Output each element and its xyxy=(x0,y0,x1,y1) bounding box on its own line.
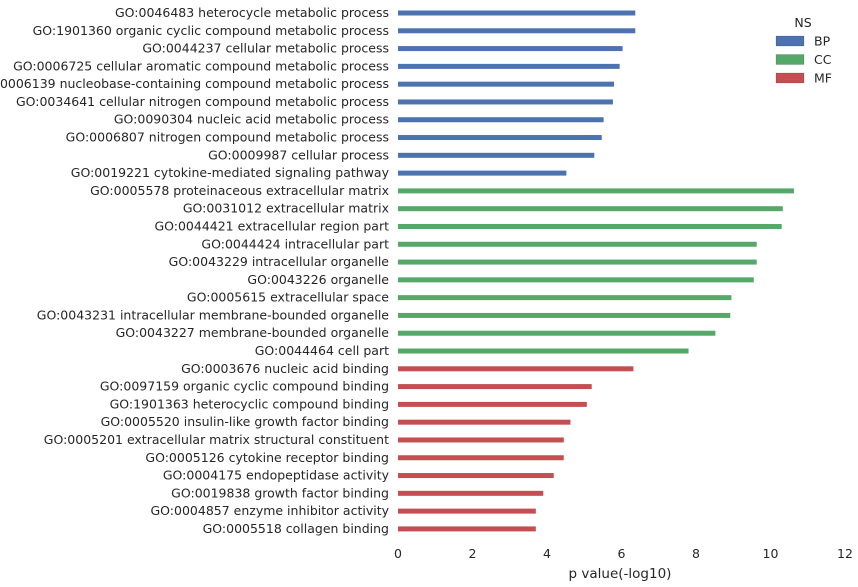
category-label: GO:0004857 enzyme inhibitor activity xyxy=(150,503,389,518)
category-label: GO:0005126 cytokine receptor binding xyxy=(145,450,389,465)
bar-mf xyxy=(398,526,536,532)
legend-label-mf: MF xyxy=(814,71,832,86)
category-label: GO:0044424 intracellular part xyxy=(201,236,389,251)
category-label: GO:0043227 membrane-bounded organelle xyxy=(116,325,390,340)
bar-mf xyxy=(398,384,592,390)
bar-bp xyxy=(398,99,613,105)
category-label: GO:0006725 cellular aromatic compound me… xyxy=(13,58,389,73)
bar-bp xyxy=(398,28,636,34)
category-label: GO:0005201 extracellular matrix structur… xyxy=(44,432,389,447)
bar-cc xyxy=(398,295,732,301)
category-label: GO:0005520 insulin-like growth factor bi… xyxy=(101,414,389,429)
category-label: GO:0097159 organic cyclic compound bindi… xyxy=(100,379,389,394)
bar-cc xyxy=(398,259,757,265)
bar-mf xyxy=(398,455,564,461)
x-tick-label: 2 xyxy=(469,546,477,561)
legend-label-bp: BP xyxy=(814,34,831,49)
category-label: GO:0044237 cellular metabolic process xyxy=(142,41,389,56)
bar-bp xyxy=(398,135,602,141)
legend-swatch-bp xyxy=(775,35,805,47)
category-label: GO:0004175 endopeptidase activity xyxy=(163,468,390,483)
x-tick-label: 4 xyxy=(543,546,551,561)
bar-cc xyxy=(398,206,783,212)
bar-bp xyxy=(398,46,623,52)
category-label: GO:0005518 collagen binding xyxy=(203,521,389,536)
bars-layer xyxy=(398,10,794,532)
bar-mf xyxy=(398,419,571,425)
bar-cc xyxy=(398,241,757,247)
category-label: GO:0034641 cellular nitrogen compound me… xyxy=(16,94,389,109)
category-label: GO:0005615 extracellular space xyxy=(187,290,389,305)
category-label: GO:0006139 nucleobase-containing compoun… xyxy=(0,76,389,91)
category-label: GO:0031012 extracellular matrix xyxy=(183,201,389,216)
bar-cc xyxy=(398,188,794,194)
x-axis-ticks: 0 2 4 6 8 10 12 xyxy=(394,546,853,561)
bar-bp xyxy=(398,81,615,87)
bar-mf xyxy=(398,401,587,407)
x-tick-label: 10 xyxy=(763,546,779,561)
bar-mf xyxy=(398,366,634,372)
x-tick-label: 0 xyxy=(394,546,402,561)
category-label: GO:0019838 growth factor binding xyxy=(171,485,389,500)
legend-swatch-cc xyxy=(775,54,805,65)
legend-label-cc: CC xyxy=(814,52,832,67)
bar-cc xyxy=(398,223,782,229)
category-labels: GO:0046483 heterocycle metabolic process… xyxy=(0,5,390,536)
x-axis-title: p value(-log10) xyxy=(569,566,672,582)
category-label: GO:0006807 nitrogen compound metabolic p… xyxy=(66,130,389,145)
category-label: GO:0044464 cell part xyxy=(255,343,389,358)
bar-mf xyxy=(398,473,554,479)
category-label: GO:0043231 intracellular membrane-bounde… xyxy=(37,307,390,322)
x-tick-label: 6 xyxy=(618,546,626,561)
bar-mf xyxy=(398,508,536,514)
bar-cc xyxy=(398,348,689,354)
bar-cc xyxy=(398,312,731,318)
x-tick-label: 12 xyxy=(837,546,853,561)
legend-title: NS xyxy=(794,15,811,30)
bar-bp xyxy=(398,117,604,123)
bar-mf xyxy=(398,490,544,496)
bar-cc xyxy=(398,277,754,283)
category-label: GO:1901363 heterocyclic compound binding xyxy=(110,396,389,411)
category-label: GO:0090304 nucleic acid metabolic proces… xyxy=(114,112,389,127)
bar-bp xyxy=(398,170,567,176)
category-label: GO:0009987 cellular process xyxy=(208,147,389,162)
category-label: GO:0019221 cytokine-mediated signaling p… xyxy=(71,165,390,180)
category-label: GO:0044421 extracellular region part xyxy=(154,218,389,233)
bar-bp xyxy=(398,152,595,158)
bar-mf xyxy=(398,437,564,443)
legend-swatch-mf xyxy=(775,72,805,84)
category-label: GO:0005578 proteinaceous extracellular m… xyxy=(90,183,389,198)
category-label: GO:0003676 nucleic acid binding xyxy=(181,361,389,376)
category-label: GO:0046483 heterocycle metabolic process xyxy=(115,5,389,20)
bar-bp xyxy=(398,63,620,69)
category-label: GO:0043226 organelle xyxy=(247,272,389,287)
category-label: GO:0043229 intracellular organelle xyxy=(169,254,390,269)
category-label: GO:1901360 organic cyclic compound metab… xyxy=(33,23,389,38)
bar-cc xyxy=(398,330,716,336)
legend: NS BP CC MF xyxy=(775,15,832,86)
bar-bp xyxy=(398,10,636,16)
x-tick-label: 8 xyxy=(692,546,700,561)
